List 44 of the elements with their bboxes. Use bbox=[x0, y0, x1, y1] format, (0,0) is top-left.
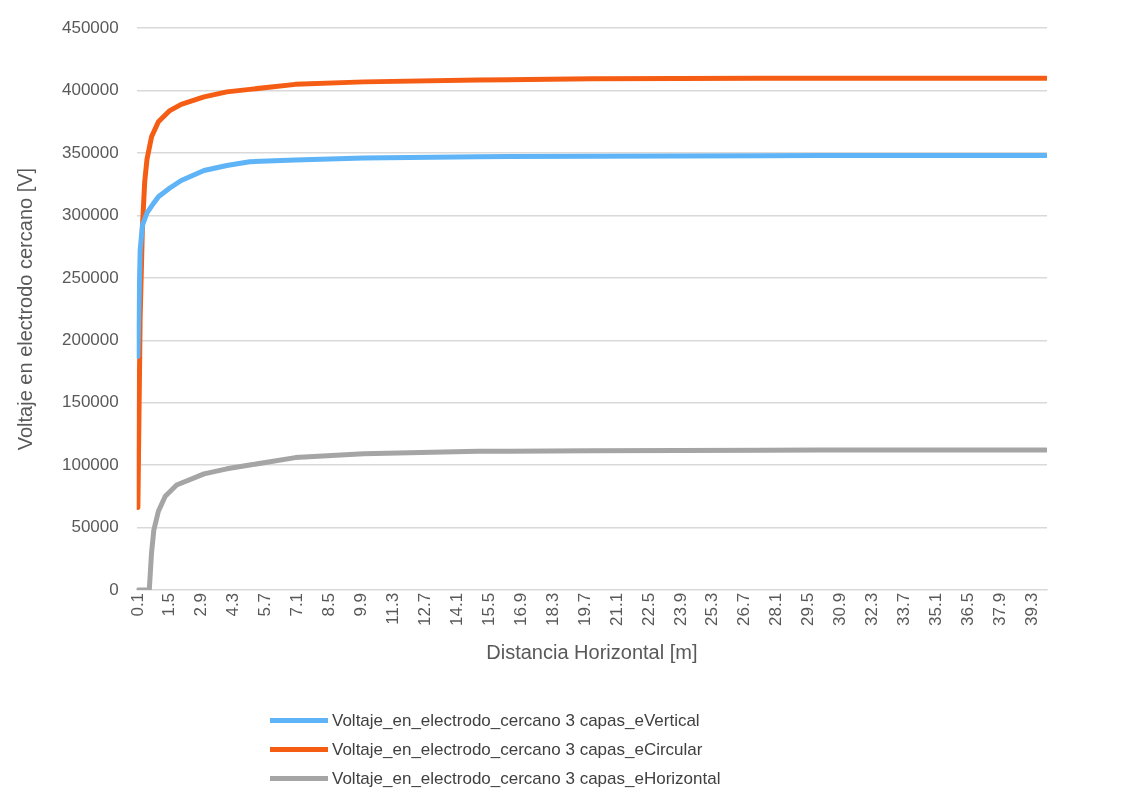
x-tick-label: 29.5 bbox=[798, 592, 818, 627]
x-tick-label: 19.7 bbox=[574, 592, 594, 627]
x-tick-label: 33.7 bbox=[894, 592, 914, 627]
x-tick-label: 16.9 bbox=[510, 592, 530, 627]
x-tick-label: 36.5 bbox=[957, 592, 977, 627]
x-axis-title: Distancia Horizontal [m] bbox=[486, 640, 698, 663]
y-tick-label: 0 bbox=[109, 579, 119, 599]
x-tick-label: 5.7 bbox=[255, 592, 275, 617]
y-tick-label: 50000 bbox=[71, 517, 119, 537]
x-tick-label: 18.3 bbox=[542, 592, 562, 627]
x-tick-label: 12.7 bbox=[415, 592, 435, 627]
x-tick-label: 1.5 bbox=[159, 592, 179, 617]
y-tick-label: 150000 bbox=[61, 392, 119, 412]
y-tick-label: 450000 bbox=[61, 17, 119, 37]
x-tick-label: 22.5 bbox=[638, 592, 658, 627]
legend-label: Voltaje_en_electrodo_cercano 3 capas_eCircular bbox=[332, 739, 703, 760]
x-tick-label: 2.9 bbox=[191, 592, 211, 617]
x-tick-label: 35.1 bbox=[926, 592, 946, 627]
x-tick-label: 23.9 bbox=[670, 592, 690, 627]
x-tick-label: 37.9 bbox=[989, 592, 1009, 627]
x-tick-label: 4.3 bbox=[223, 592, 243, 617]
y-tick-label: 350000 bbox=[61, 142, 119, 162]
x-tick-label: 11.3 bbox=[383, 592, 403, 625]
x-tick-label: 8.5 bbox=[319, 592, 339, 617]
x-tick-label: 7.1 bbox=[287, 592, 307, 617]
legend-label: Voltaje_en_electrodo_cercano 3 capas_eHorizontal bbox=[332, 768, 721, 789]
y-tick-label: 100000 bbox=[61, 454, 119, 474]
x-tick-label: 14.1 bbox=[446, 592, 466, 627]
x-tick-label: 32.3 bbox=[862, 592, 882, 627]
y-tick-label: 300000 bbox=[61, 205, 119, 225]
x-tick-label: 21.1 bbox=[606, 592, 626, 627]
y-tick-label: 250000 bbox=[61, 267, 119, 287]
y-tick-label: 200000 bbox=[61, 329, 119, 349]
x-tick-label: 25.3 bbox=[702, 592, 722, 627]
legend-label: Voltaje_en_electrodo_cercano 3 capas_eVertical bbox=[332, 710, 700, 731]
y-axis-title: Voltaje en electrodo cercano [V] bbox=[13, 167, 36, 451]
x-tick-label: 39.3 bbox=[1021, 592, 1041, 627]
x-tick-label: 15.5 bbox=[478, 592, 498, 627]
x-tick-label: 30.9 bbox=[830, 592, 850, 627]
x-tick-label: 9.9 bbox=[351, 592, 371, 617]
x-tick-label: 0.1 bbox=[127, 592, 147, 617]
x-tick-label: 28.1 bbox=[766, 592, 786, 627]
y-tick-label: 400000 bbox=[61, 80, 119, 100]
x-tick-label: 26.7 bbox=[734, 592, 754, 627]
